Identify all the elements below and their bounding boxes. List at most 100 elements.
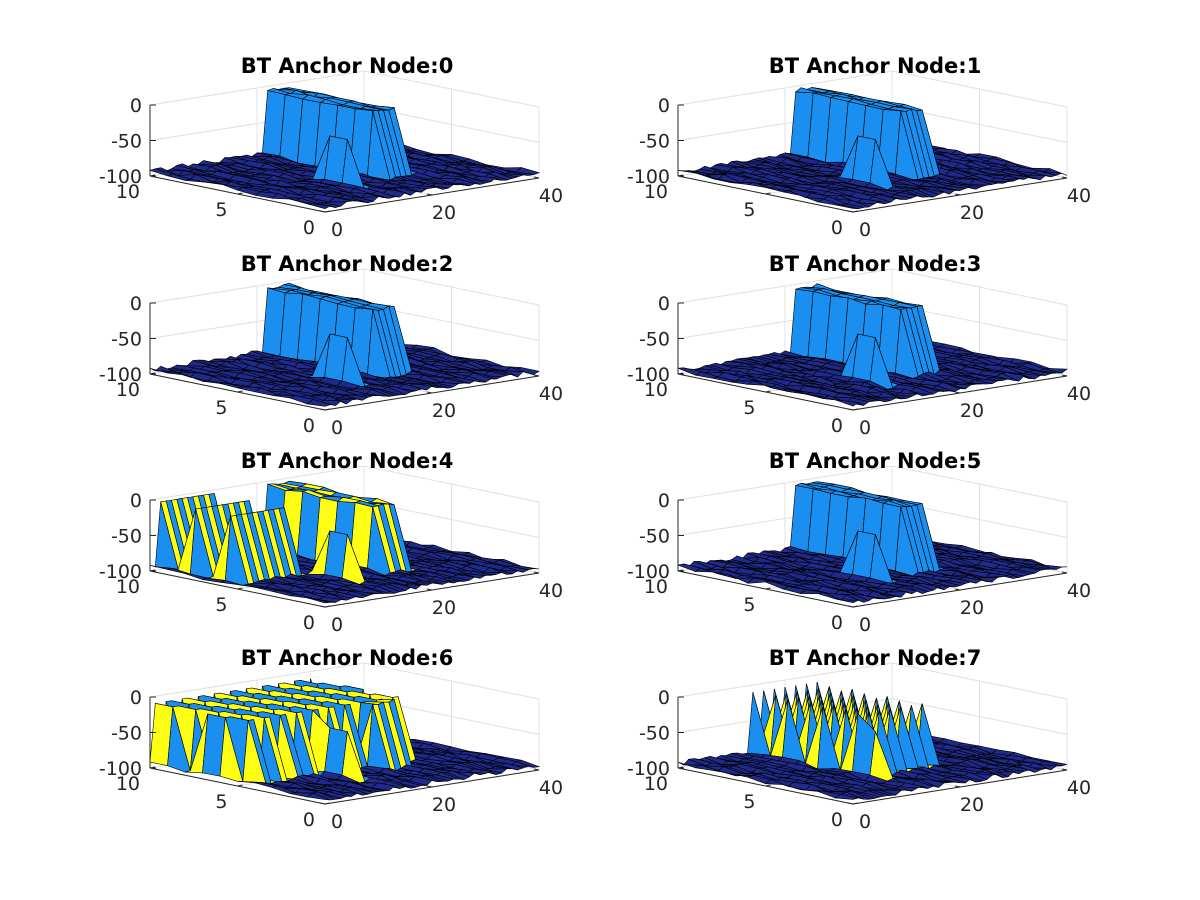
y-tick-mark (765, 192, 771, 195)
grid-line (891, 70, 1068, 108)
subplot-title: BT Anchor Node:1 (769, 54, 982, 78)
x-tick-label: 0 (331, 614, 343, 636)
x-tick-mark (1061, 374, 1068, 377)
tick-labels: 0 -50 -100 0 5 10 0 20 40 (627, 490, 1091, 636)
x-tick-mark (319, 802, 326, 805)
subplot-4: 0 -50 -100 0 5 10 0 20 40 BT Anchor Node:4 (99, 449, 563, 636)
y-tick-label: 0 (303, 415, 315, 437)
x-tick-mark (533, 571, 540, 574)
surface-patch (835, 598, 859, 604)
x-tick-mark (426, 785, 433, 788)
surface-plot (677, 681, 1068, 800)
z-tick-label: -50 (111, 723, 142, 745)
y-tick-mark (852, 802, 859, 805)
x-tick-mark (319, 210, 326, 213)
subplot-title: BT Anchor Node:2 (241, 252, 454, 276)
subplot-0: 0 -50 -100 0 5 10 0 20 40 BT Anchor Node:0 (99, 54, 563, 241)
surface-plot (677, 87, 1068, 210)
x-tick-label: 40 (1067, 185, 1091, 207)
y-tick-label: 10 (116, 576, 140, 598)
y-tick-mark (765, 587, 771, 590)
subplot-title: BT Anchor Node:7 (769, 646, 982, 670)
y-tick-label: 0 (831, 612, 843, 634)
y-tick-label: 5 (743, 791, 755, 813)
x-tick-mark (954, 588, 961, 591)
x-tick-label: 20 (960, 597, 984, 619)
grid-line (891, 465, 1068, 503)
y-tick-mark (324, 605, 331, 608)
surface-plot (149, 678, 541, 801)
x-tick-mark (319, 605, 326, 608)
x-tick-mark (319, 408, 326, 411)
grid-line (363, 662, 540, 700)
surface-plot (677, 283, 1068, 407)
y-tick-label: 0 (831, 415, 843, 437)
x-tick-label: 40 (539, 383, 563, 405)
subplot-title: BT Anchor Node:4 (241, 449, 454, 473)
grid-line (677, 465, 893, 501)
subplot-title: BT Anchor Node:0 (241, 54, 454, 78)
x-tick-label: 40 (539, 185, 563, 207)
z-tick-label: 0 (130, 293, 142, 315)
tick-labels: 0 -50 -100 0 5 10 0 20 40 (627, 95, 1091, 241)
y-tick-label: 0 (831, 217, 843, 239)
y-tick-mark (149, 174, 156, 177)
x-tick-mark (533, 176, 540, 179)
subplot-2: 0 -50 -100 0 5 10 0 20 40 BT Anchor Node:2 (99, 252, 563, 439)
subplot-1: 0 -50 -100 0 5 10 0 20 40 BT Anchor Node:1 (627, 54, 1091, 241)
surface-plot (149, 282, 540, 407)
y-tick-label: 5 (215, 199, 227, 221)
z-tick-label: 0 (130, 95, 142, 117)
subplot-title: BT Anchor Node:3 (769, 252, 982, 276)
grid-line (891, 662, 1068, 700)
x-tick-mark (426, 588, 433, 591)
y-tick-label: 0 (303, 809, 315, 831)
y-tick-label: 10 (644, 379, 668, 401)
x-tick-label: 0 (331, 417, 343, 439)
subplot-6: 0 -50 -100 0 5 10 0 20 40 BT Anchor Node:6 (99, 646, 563, 833)
x-tick-label: 20 (432, 597, 456, 619)
x-tick-mark (847, 210, 854, 213)
x-tick-label: 40 (1067, 383, 1091, 405)
tick-labels: 0 -50 -100 0 5 10 0 20 40 (627, 687, 1091, 833)
y-tick-mark (677, 174, 684, 177)
y-tick-label: 5 (215, 397, 227, 419)
grid-line (677, 70, 893, 106)
y-tick-mark (149, 766, 156, 769)
tick-labels: 0 -50 -100 0 5 10 0 20 40 (627, 293, 1091, 439)
surface-patch (307, 597, 331, 604)
x-tick-label: 0 (331, 219, 343, 241)
z-tick-label: -100 (99, 561, 142, 583)
x-tick-mark (954, 785, 961, 788)
subplot-7: 0 -50 -100 0 5 10 0 20 40 BT Anchor Node:7 (627, 646, 1091, 833)
y-tick-mark (237, 390, 243, 393)
x-tick-mark (847, 605, 854, 608)
y-tick-label: 0 (303, 217, 315, 239)
x-tick-mark (954, 391, 961, 394)
y-tick-mark (765, 784, 771, 787)
y-tick-label: 10 (644, 181, 668, 203)
z-tick-label: -100 (627, 561, 670, 583)
subplot-title: BT Anchor Node:5 (769, 449, 982, 473)
z-tick-label: -50 (639, 131, 670, 153)
x-tick-label: 20 (432, 400, 456, 422)
x-tick-label: 0 (859, 614, 871, 636)
surface-patch (306, 398, 332, 407)
z-tick-label: -100 (99, 364, 142, 386)
z-tick-label: -100 (99, 166, 142, 188)
x-tick-mark (426, 193, 433, 196)
z-tick-label: -50 (111, 526, 142, 548)
x-tick-label: 0 (859, 219, 871, 241)
x-tick-label: 40 (539, 777, 563, 799)
y-tick-mark (324, 802, 331, 805)
z-tick-label: -50 (639, 723, 670, 745)
grid-line (891, 268, 1068, 306)
z-tick-label: -50 (111, 131, 142, 153)
tick-labels: 0 -50 -100 0 5 10 0 20 40 (99, 95, 563, 241)
x-tick-label: 20 (432, 202, 456, 224)
surface-patch (307, 203, 332, 210)
y-tick-label: 10 (116, 773, 140, 795)
surface-plot (676, 481, 1068, 604)
